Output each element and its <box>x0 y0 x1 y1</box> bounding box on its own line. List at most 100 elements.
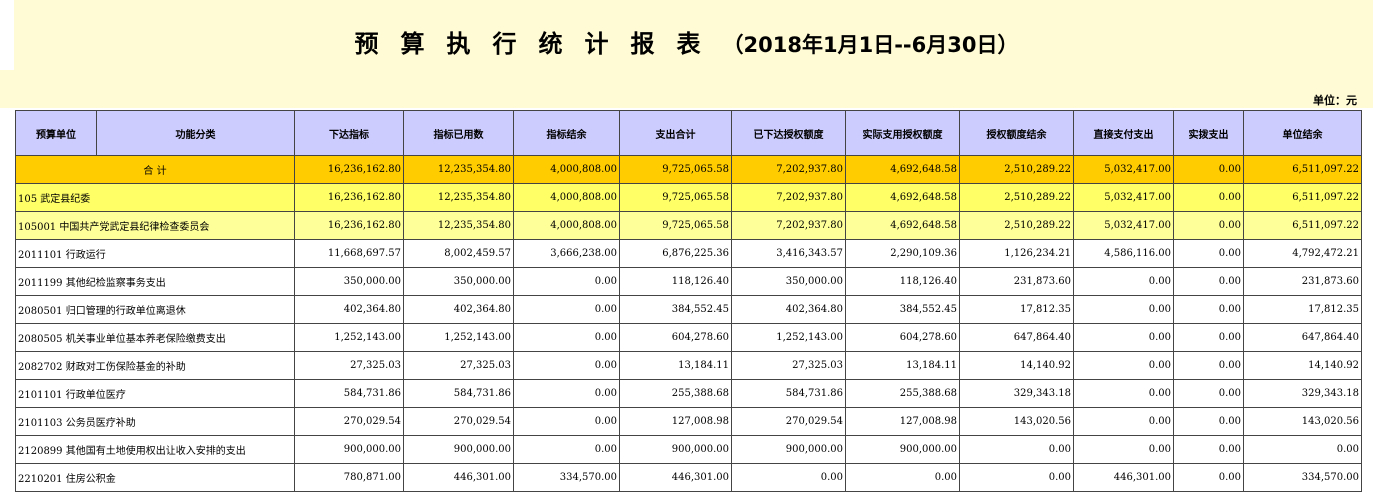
table-row: 2101101 行政单位医疗 584,731.86 584,731.86 0.00 25… <box>15 379 1362 408</box>
table-row: 105 武定县纪委 16,236,162.80 12,235,354.80 4,000… <box>15 183 1362 212</box>
value-cell: 0.00 <box>1173 155 1244 184</box>
table-row: 2011101 行政运行 11,668,697.57 8,002,459.57 3,6… <box>15 239 1362 268</box>
value-cell: 9,725,065.58 <box>619 183 732 212</box>
value-cell: 402,364.80 <box>731 295 846 324</box>
value-cell: 2,510,289.22 <box>959 211 1074 240</box>
value-cell: 13,184.11 <box>619 351 732 380</box>
value-cell: 4,692,648.58 <box>845 155 960 184</box>
value-cell: 118,126.40 <box>845 267 960 296</box>
report-period: （2018年1月1日--6月30日） <box>722 33 1019 57</box>
col-header: 已下达授权额度 <box>731 110 846 156</box>
value-cell: 0.00 <box>1073 323 1174 352</box>
value-cell: 270,029.54 <box>294 407 404 436</box>
value-cell: 7,202,937.80 <box>731 211 846 240</box>
row-name-cell: 105 武定县纪委 <box>15 183 295 212</box>
value-cell: 384,552.45 <box>619 295 732 324</box>
col-header: 指标结余 <box>513 110 620 156</box>
value-cell: 5,032,417.00 <box>1073 155 1174 184</box>
value-cell: 584,731.86 <box>731 379 846 408</box>
value-cell: 0.00 <box>845 463 960 492</box>
value-cell: 12,235,354.80 <box>403 155 514 184</box>
table-row: 2210201 住房公积金 780,871.00 446,301.00 334,570… <box>15 463 1362 492</box>
value-cell: 27,325.03 <box>731 351 846 380</box>
table-row: 2080505 机关事业单位基本养老保险缴费支出 1,252,143.00 1,25… <box>15 323 1362 352</box>
value-cell: 1,126,234.21 <box>959 239 1074 268</box>
value-cell: 0.00 <box>513 435 620 464</box>
header-band-notch <box>0 0 14 70</box>
value-cell: 0.00 <box>1173 267 1244 296</box>
value-cell: 4,000,808.00 <box>513 211 620 240</box>
value-cell: 255,388.68 <box>619 379 732 408</box>
value-cell: 0.00 <box>1173 379 1244 408</box>
value-cell: 402,364.80 <box>294 295 404 324</box>
row-name-cell: 2101103 公务员医疗补助 <box>15 407 295 436</box>
value-cell: 270,029.54 <box>731 407 846 436</box>
value-cell: 6,511,097.22 <box>1243 183 1362 212</box>
table-row: 合 计 16,236,162.80 12,235,354.80 4,000,808.0… <box>15 155 1362 184</box>
value-cell: 0.00 <box>1173 323 1244 352</box>
value-cell: 446,301.00 <box>619 463 732 492</box>
value-cell: 231,873.60 <box>959 267 1074 296</box>
value-cell: 0.00 <box>1173 211 1244 240</box>
value-cell: 446,301.00 <box>1073 463 1174 492</box>
value-cell: 604,278.60 <box>845 323 960 352</box>
value-cell: 4,586,116.00 <box>1073 239 1174 268</box>
value-cell: 5,032,417.00 <box>1073 211 1174 240</box>
value-cell: 127,008.98 <box>619 407 732 436</box>
value-cell: 143,020.56 <box>1243 407 1362 436</box>
table-row: 2101103 公务员医疗补助 270,029.54 270,029.54 0.00 1… <box>15 407 1362 436</box>
value-cell: 143,020.56 <box>959 407 1074 436</box>
row-name-cell: 105001 中国共产党武定县纪律检查委员会 <box>15 211 295 240</box>
value-cell: 0.00 <box>731 463 846 492</box>
value-cell: 0.00 <box>1173 239 1244 268</box>
value-cell: 0.00 <box>513 267 620 296</box>
value-cell: 446,301.00 <box>403 463 514 492</box>
col-header: 单位结余 <box>1243 110 1362 156</box>
report-title: 预算执行统计报表（2018年1月1日--6月30日） <box>0 24 1373 59</box>
value-cell: 8,002,459.57 <box>403 239 514 268</box>
value-cell: 0.00 <box>959 435 1074 464</box>
row-name-cell: 2011199 其他纪检监察事务支出 <box>15 267 295 296</box>
value-cell: 350,000.00 <box>403 267 514 296</box>
value-cell: 350,000.00 <box>731 267 846 296</box>
value-cell: 6,876,225.36 <box>619 239 732 268</box>
value-cell: 0.00 <box>1173 351 1244 380</box>
col-header: 指标已用数 <box>403 110 514 156</box>
value-cell: 900,000.00 <box>845 435 960 464</box>
value-cell: 17,812.35 <box>959 295 1074 324</box>
value-cell: 2,510,289.22 <box>959 183 1074 212</box>
value-cell: 14,140.92 <box>959 351 1074 380</box>
value-cell: 0.00 <box>1073 379 1174 408</box>
row-name-cell: 2011101 行政运行 <box>15 239 295 268</box>
value-cell: 0.00 <box>1073 407 1174 436</box>
value-cell: 11,668,697.57 <box>294 239 404 268</box>
value-cell: 334,570.00 <box>513 463 620 492</box>
row-name-cell: 2080505 机关事业单位基本养老保险缴费支出 <box>15 323 295 352</box>
value-cell: 0.00 <box>1243 435 1362 464</box>
table-row: 2120899 其他国有土地使用权出让收入安排的支出 900,000.00 900,… <box>15 435 1362 464</box>
value-cell: 2,510,289.22 <box>959 155 1074 184</box>
value-cell: 0.00 <box>959 463 1074 492</box>
value-cell: 7,202,937.80 <box>731 155 846 184</box>
value-cell: 6,511,097.22 <box>1243 211 1362 240</box>
value-cell: 9,725,065.58 <box>619 155 732 184</box>
value-cell: 900,000.00 <box>619 435 732 464</box>
value-cell: 0.00 <box>1073 267 1174 296</box>
row-name-cell: 2210201 住房公积金 <box>15 463 295 492</box>
value-cell: 5,032,417.00 <box>1073 183 1174 212</box>
value-cell: 0.00 <box>1173 295 1244 324</box>
value-cell: 12,235,354.80 <box>403 211 514 240</box>
value-cell: 4,792,472.21 <box>1243 239 1362 268</box>
value-cell: 0.00 <box>1173 183 1244 212</box>
col-header: 下达指标 <box>294 110 404 156</box>
value-cell: 4,000,808.00 <box>513 183 620 212</box>
value-cell: 350,000.00 <box>294 267 404 296</box>
value-cell: 13,184.11 <box>845 351 960 380</box>
col-header: 实拨支出 <box>1173 110 1244 156</box>
col-header-category: 功能分类 <box>96 110 295 156</box>
value-cell: 647,864.40 <box>959 323 1074 352</box>
col-header: 支出合计 <box>619 110 732 156</box>
table-row: 2011199 其他纪检监察事务支出 350,000.00 350,000.00 0.… <box>15 267 1362 296</box>
value-cell: 0.00 <box>513 379 620 408</box>
value-cell: 402,364.80 <box>403 295 514 324</box>
